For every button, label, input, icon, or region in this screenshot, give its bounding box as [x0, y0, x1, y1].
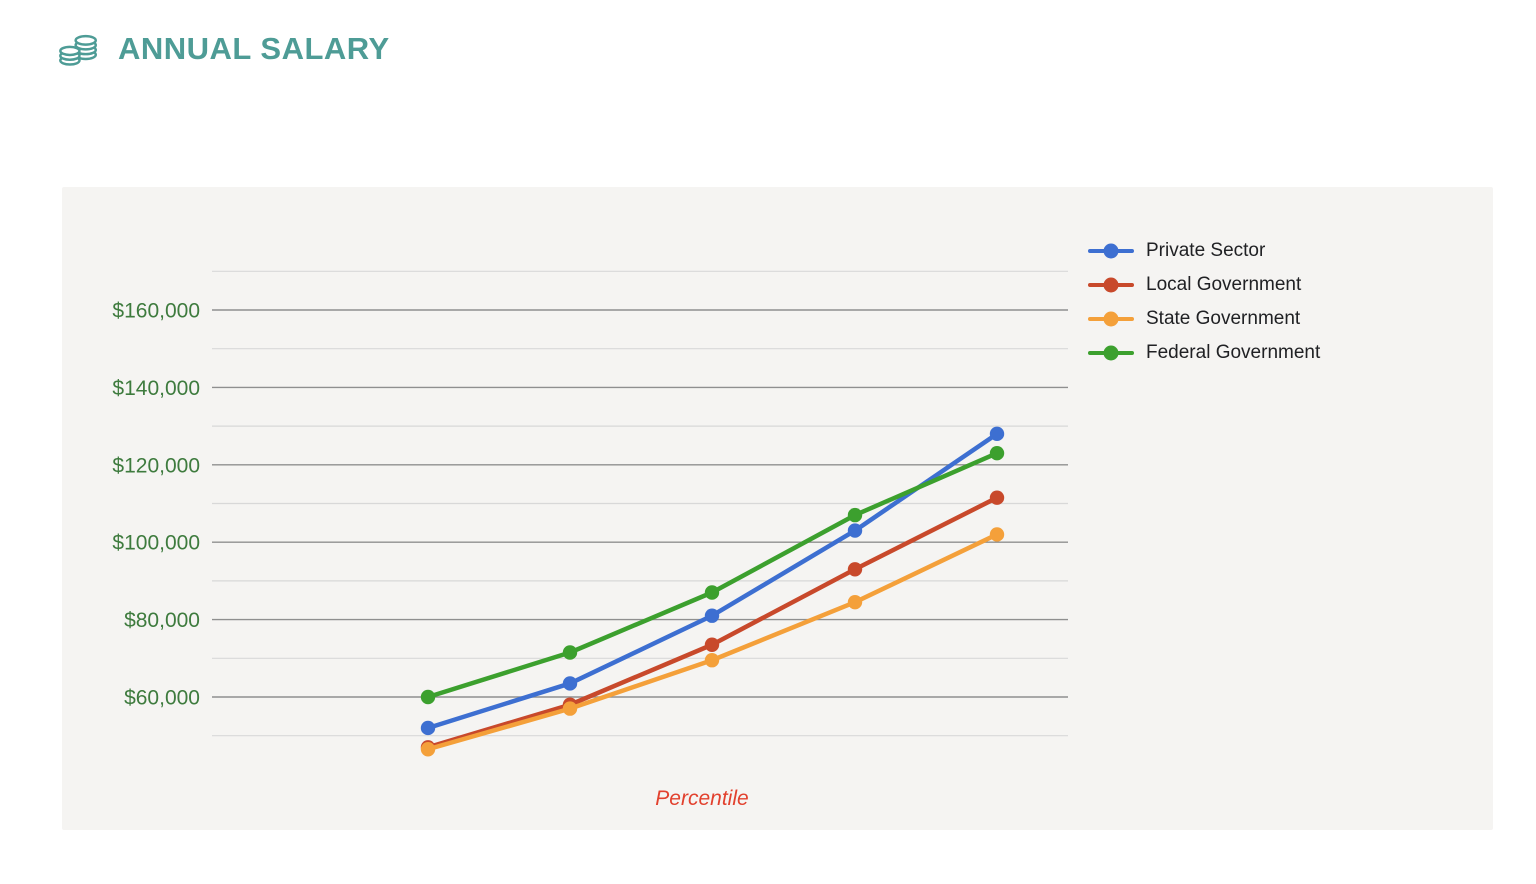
data-point [704, 608, 720, 623]
data-point [562, 676, 578, 691]
series-state-government [420, 527, 1005, 757]
data-point [847, 507, 863, 523]
data-point [847, 562, 863, 577]
data-point [847, 594, 863, 610]
legend-marker-icon [1088, 243, 1134, 258]
y-tick-label: $160,000 [112, 300, 200, 323]
page-header: ANNUAL SALARY [56, 26, 390, 72]
y-tick-label: $140,000 [112, 377, 200, 400]
salary-chart-panel: $60,000 $80,000 $100,000 $120,000 $140,000 $1… [62, 187, 1493, 830]
data-point [989, 426, 1005, 442]
page-title: ANNUAL SALARY [118, 31, 390, 66]
y-tick-label: $120,000 [112, 454, 200, 477]
data-point [704, 637, 720, 652]
data-point [989, 527, 1005, 542]
data-point [847, 523, 863, 538]
legend-label: State Government [1146, 307, 1301, 329]
data-point [989, 445, 1005, 461]
data-point [420, 689, 436, 705]
legend-marker-icon [1088, 345, 1134, 360]
legend-label: Federal Government [1146, 341, 1321, 363]
y-tick-label: $60,000 [124, 687, 200, 710]
data-point [420, 720, 436, 736]
data-point [420, 742, 436, 757]
salary-line-chart: $60,000 $80,000 $100,000 $120,000 $140,000 $1… [112, 270, 1068, 757]
data-point [989, 490, 1005, 505]
legend-item: Local Government [1088, 274, 1320, 295]
y-tick-label: $80,000 [124, 609, 200, 632]
data-point [704, 653, 720, 668]
legend-item: Private Sector [1088, 240, 1320, 261]
x-axis-title: Percentile [655, 787, 749, 810]
legend-item: State Government [1088, 308, 1320, 329]
y-tick-label: $100,000 [112, 532, 200, 555]
legend-label: Local Government [1146, 273, 1302, 295]
data-point [704, 585, 720, 600]
data-point [562, 645, 578, 660]
legend-marker-icon [1088, 311, 1134, 326]
legend-marker-icon [1088, 277, 1134, 292]
legend-item: Federal Government [1088, 342, 1320, 363]
series-private-sector [420, 426, 1005, 736]
series-federal-government [420, 445, 1005, 705]
coins-icon [56, 26, 102, 72]
chart-legend: Private Sector Local Government State Gove… [1088, 240, 1320, 363]
data-point [562, 701, 578, 716]
legend-label: Private Sector [1146, 239, 1266, 261]
